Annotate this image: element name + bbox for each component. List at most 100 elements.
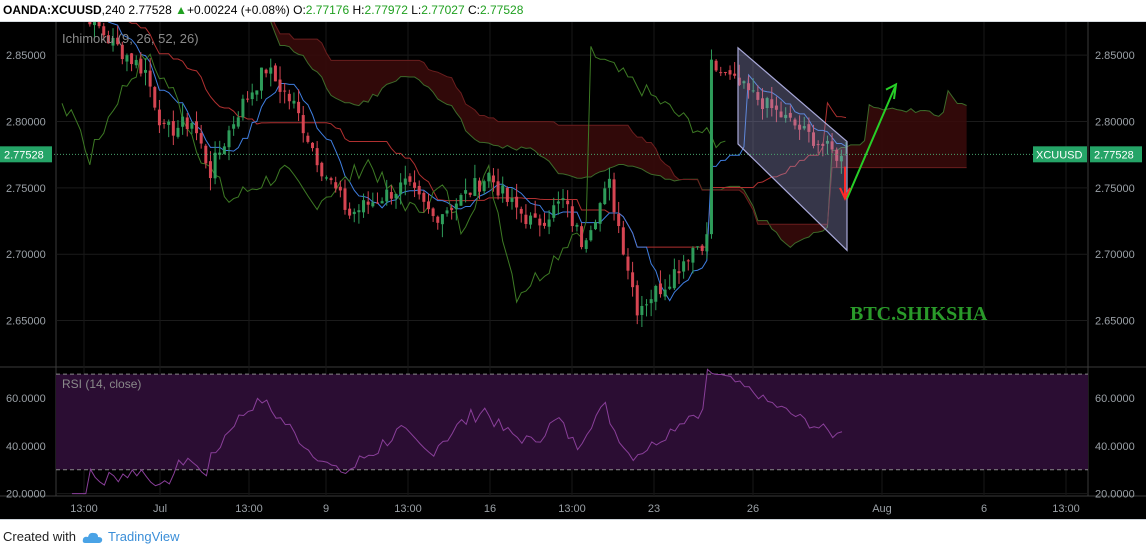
- candle-body[interactable]: [793, 119, 797, 126]
- candle-body[interactable]: [468, 192, 472, 195]
- candle-body[interactable]: [413, 182, 417, 188]
- candle-body[interactable]: [445, 210, 449, 214]
- candle-body[interactable]: [181, 116, 185, 127]
- candle-body[interactable]: [278, 79, 282, 92]
- candle-body[interactable]: [259, 67, 263, 91]
- candle-body[interactable]: [561, 198, 565, 201]
- candle-body[interactable]: [482, 181, 486, 192]
- candle-body[interactable]: [570, 206, 574, 227]
- candle-body[interactable]: [436, 216, 440, 223]
- candle-body[interactable]: [542, 222, 546, 226]
- candle-body[interactable]: [371, 202, 375, 207]
- candle-body[interactable]: [556, 201, 560, 204]
- candle-body[interactable]: [552, 205, 556, 218]
- candle-body[interactable]: [589, 230, 593, 241]
- candle-body[interactable]: [821, 143, 825, 146]
- candle-body[interactable]: [682, 261, 686, 272]
- candle-body[interactable]: [352, 211, 356, 215]
- candle-body[interactable]: [167, 121, 171, 125]
- candle-body[interactable]: [153, 87, 157, 108]
- candle-body[interactable]: [403, 178, 407, 185]
- tradingview-link[interactable]: TradingView: [107, 529, 180, 544]
- candle-body[interactable]: [784, 114, 788, 119]
- candle-body[interactable]: [306, 135, 310, 142]
- candle-body[interactable]: [454, 203, 458, 210]
- candle-body[interactable]: [816, 144, 820, 146]
- candle-body[interactable]: [538, 218, 542, 226]
- candle-body[interactable]: [728, 70, 732, 75]
- candle-body[interactable]: [130, 53, 134, 65]
- candle-body[interactable]: [250, 92, 254, 100]
- candle-body[interactable]: [227, 130, 231, 148]
- candle-body[interactable]: [770, 99, 774, 109]
- candle-body[interactable]: [185, 117, 189, 130]
- candle-body[interactable]: [440, 214, 444, 225]
- candle-body[interactable]: [232, 124, 236, 129]
- candle-body[interactable]: [603, 188, 607, 205]
- candle-body[interactable]: [199, 133, 203, 144]
- candle-body[interactable]: [362, 200, 366, 213]
- candle-body[interactable]: [134, 59, 138, 66]
- candle-body[interactable]: [510, 198, 514, 202]
- candle-body[interactable]: [779, 111, 783, 118]
- candle-body[interactable]: [547, 219, 551, 227]
- candle-body[interactable]: [672, 269, 676, 289]
- candle-body[interactable]: [478, 180, 482, 192]
- candle-body[interactable]: [144, 69, 148, 73]
- candle-body[interactable]: [139, 58, 143, 74]
- candle-body[interactable]: [677, 271, 681, 274]
- candle-body[interactable]: [450, 208, 454, 210]
- candle-body[interactable]: [236, 117, 240, 127]
- candle-body[interactable]: [733, 73, 737, 76]
- candle-body[interactable]: [807, 124, 811, 132]
- candle-body[interactable]: [394, 193, 398, 199]
- candle-body[interactable]: [208, 161, 212, 179]
- candle-body[interactable]: [723, 71, 727, 73]
- candle-body[interactable]: [348, 208, 352, 216]
- candle-body[interactable]: [255, 90, 259, 95]
- candle-body[interactable]: [515, 196, 519, 208]
- candle-body[interactable]: [162, 122, 166, 124]
- candle-body[interactable]: [491, 175, 495, 183]
- candle-body[interactable]: [487, 173, 491, 182]
- candle-body[interactable]: [329, 178, 333, 181]
- rsi-label[interactable]: RSI (14, close): [62, 377, 141, 391]
- candle-body[interactable]: [709, 59, 713, 235]
- candle-body[interactable]: [241, 98, 245, 118]
- candle-body[interactable]: [343, 188, 347, 210]
- candle-body[interactable]: [737, 77, 741, 85]
- candle-body[interactable]: [399, 182, 403, 195]
- candle-body[interactable]: [297, 101, 301, 114]
- ichimoku-label[interactable]: Ichimoku (9, 26, 52, 26): [62, 31, 199, 46]
- candle-body[interactable]: [617, 214, 621, 227]
- candle-body[interactable]: [125, 55, 129, 62]
- candle-body[interactable]: [501, 185, 505, 194]
- candle-body[interactable]: [222, 146, 226, 154]
- candle-body[interactable]: [385, 189, 389, 202]
- candle-body[interactable]: [116, 37, 120, 45]
- candle-body[interactable]: [788, 112, 792, 118]
- candle-body[interactable]: [742, 81, 746, 84]
- candle-body[interactable]: [426, 201, 430, 210]
- candle-body[interactable]: [798, 124, 802, 130]
- candle-body[interactable]: [607, 178, 611, 188]
- candle-body[interactable]: [714, 60, 718, 71]
- candle-body[interactable]: [719, 72, 723, 74]
- candle-body[interactable]: [97, 22, 101, 27]
- candle-body[interactable]: [102, 26, 106, 36]
- candle-body[interactable]: [830, 141, 834, 150]
- candle-body[interactable]: [747, 83, 751, 91]
- candle-body[interactable]: [765, 98, 769, 109]
- candle-body[interactable]: [580, 226, 584, 248]
- candle-body[interactable]: [88, 22, 92, 25]
- candle-body[interactable]: [380, 201, 384, 204]
- candle-body[interactable]: [756, 92, 760, 100]
- candle-body[interactable]: [273, 65, 277, 82]
- candle-body[interactable]: [408, 176, 412, 182]
- candle-body[interactable]: [148, 70, 152, 87]
- candle-body[interactable]: [269, 67, 273, 74]
- candle-body[interactable]: [825, 140, 829, 144]
- candle-body[interactable]: [524, 214, 528, 225]
- candle-body[interactable]: [635, 285, 639, 316]
- interval[interactable]: 240: [105, 3, 126, 17]
